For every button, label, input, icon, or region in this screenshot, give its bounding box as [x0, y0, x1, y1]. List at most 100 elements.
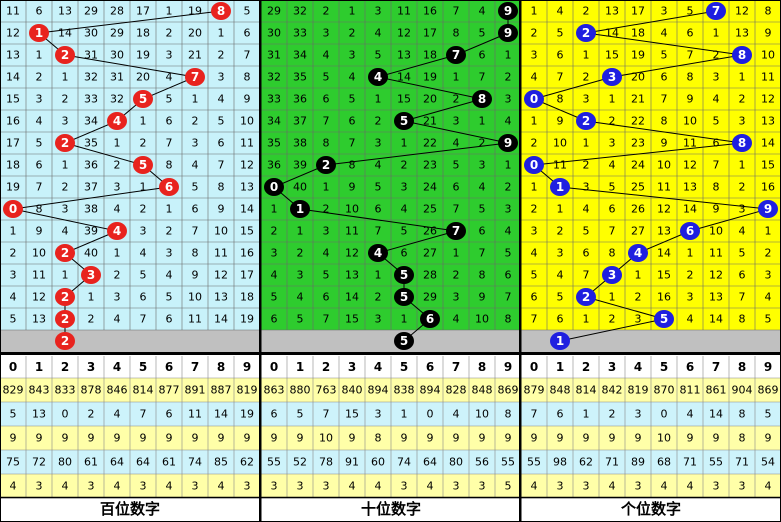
stat-value: 72 [32, 456, 46, 469]
stat-value: 9 [427, 432, 434, 445]
miss-count: 2 [531, 137, 538, 150]
miss-count: 3 [505, 93, 512, 106]
miss-count: 5 [453, 159, 460, 172]
miss-count: 2 [166, 225, 173, 238]
miss-count: 10 [553, 137, 567, 150]
stat-value: 62 [579, 456, 593, 469]
digit-header: 6 [165, 360, 173, 374]
miss-count: 23 [631, 137, 645, 150]
hit-ball [159, 178, 179, 196]
stat-value: 19 [240, 408, 254, 421]
miss-count: 3 [479, 159, 486, 172]
digit-header: 9 [243, 360, 251, 374]
digit-header: 3 [608, 360, 616, 374]
hit-ball [394, 288, 414, 306]
hit-ball [706, 2, 726, 20]
miss-count: 2 [323, 5, 330, 18]
next-number: 1 [556, 334, 564, 348]
miss-count: 4 [453, 313, 460, 326]
digit-header: 0 [9, 360, 17, 374]
miss-count: 2 [401, 159, 408, 172]
hit-ball [55, 46, 75, 64]
stat-value: 863 [264, 384, 285, 397]
miss-count: 3 [375, 137, 382, 150]
miss-count: 5 [218, 115, 225, 128]
stat-value: 61 [84, 456, 98, 469]
stat-value: 4 [609, 480, 616, 493]
stat-value: 80 [449, 456, 463, 469]
miss-count: 2 [583, 5, 590, 18]
miss-count: 14 [345, 291, 359, 304]
digit-header: 2 [322, 360, 330, 374]
miss-count: 6 [453, 181, 460, 194]
miss-count: 13 [397, 49, 411, 62]
miss-count: 3 [62, 203, 69, 216]
stat-value: 3 [140, 480, 147, 493]
miss-count: 17 [6, 137, 20, 150]
miss-count: 13 [214, 291, 228, 304]
miss-count: 11 [709, 247, 723, 260]
hit-ball [420, 310, 440, 328]
miss-count: 20 [136, 71, 150, 84]
digit-header: 6 [686, 360, 694, 374]
miss-count: 9 [479, 291, 486, 304]
miss-count: 6 [244, 27, 251, 40]
digit-header: 5 [660, 360, 668, 374]
miss-count: 4 [531, 71, 538, 84]
miss-count: 10 [32, 247, 46, 260]
miss-count: 8 [453, 27, 460, 40]
hit-ball [628, 244, 648, 262]
hit-number: 7 [452, 48, 460, 62]
miss-count: 3 [323, 27, 330, 40]
miss-count: 15 [657, 269, 671, 282]
miss-count: 1 [453, 71, 460, 84]
miss-count: 2 [531, 27, 538, 40]
stat-value: 811 [680, 384, 701, 397]
hit-ball [394, 266, 414, 284]
stat-value: 861 [706, 384, 727, 397]
stat-value: 85 [214, 456, 228, 469]
stat-value: 894 [368, 384, 389, 397]
miss-count: 2 [10, 247, 17, 260]
hit-ball [524, 156, 544, 174]
miss-count: 7 [661, 93, 668, 106]
stat-value: 3 [192, 480, 199, 493]
digit-header: 0 [270, 360, 278, 374]
hit-ball [654, 310, 674, 328]
miss-count: 1 [114, 137, 121, 150]
hit-number: 5 [400, 114, 408, 128]
miss-count: 4 [62, 225, 69, 238]
miss-count: 4 [557, 5, 564, 18]
miss-count: 1 [62, 269, 69, 282]
stat-value: 0 [427, 408, 434, 421]
digit-header: 4 [634, 360, 642, 374]
miss-count: 14 [397, 71, 411, 84]
stat-value: 5 [297, 408, 304, 421]
miss-count: 8 [765, 5, 772, 18]
next-number: 2 [61, 334, 69, 348]
miss-count: 6 [557, 49, 564, 62]
next-ball [550, 332, 570, 350]
digit-header: 1 [556, 360, 564, 374]
miss-count: 13 [683, 181, 697, 194]
miss-count: 34 [293, 49, 307, 62]
miss-count: 18 [6, 159, 20, 172]
hit-number: 2 [582, 290, 590, 304]
stat-value: 71 [683, 456, 697, 469]
hit-number: 4 [374, 70, 382, 84]
miss-count: 14 [240, 203, 254, 216]
hit-ball [55, 288, 75, 306]
stat-value: 9 [140, 432, 147, 445]
miss-count: 7 [453, 5, 460, 18]
miss-count: 5 [271, 291, 278, 304]
miss-count: 4 [140, 247, 147, 260]
miss-count: 24 [423, 181, 437, 194]
miss-count: 6 [713, 137, 720, 150]
stat-value: 6 [166, 408, 173, 421]
miss-count: 13 [735, 27, 749, 40]
miss-count: 6 [375, 203, 382, 216]
miss-count: 10 [761, 49, 775, 62]
miss-count: 1 [505, 159, 512, 172]
miss-count: 6 [166, 115, 173, 128]
stat-value: 71 [735, 456, 749, 469]
